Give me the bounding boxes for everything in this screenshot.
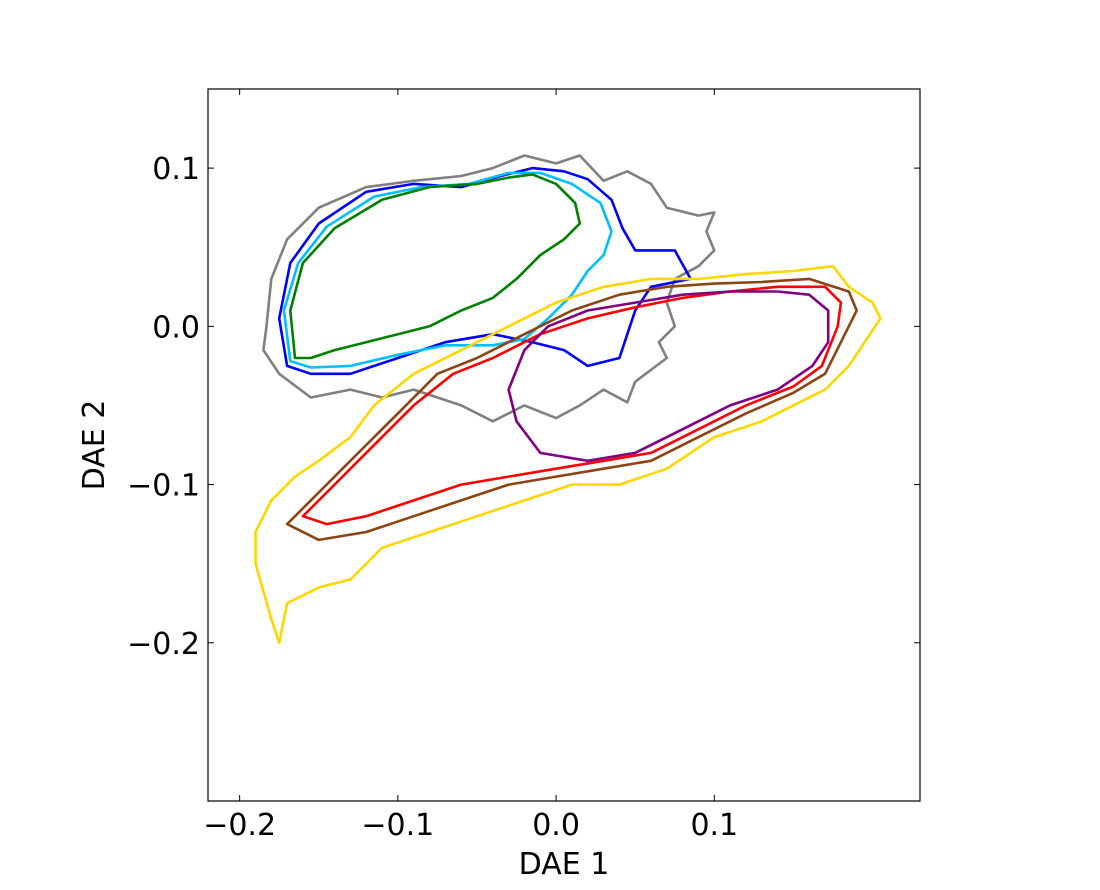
y-tick-label: −0.2 <box>127 627 200 662</box>
contour-series-layer <box>254 154 882 645</box>
contour-line <box>282 171 613 369</box>
contour-line <box>507 290 830 463</box>
contour-line <box>301 285 843 526</box>
tick-layer: −0.2 −0.1 0.0 0.1 0.1 0.0 −0.1 −0.2 <box>127 89 920 843</box>
x-tick-label: 0.1 <box>690 808 738 843</box>
contour-line <box>254 264 882 645</box>
y-tick-label: −0.1 <box>127 469 200 504</box>
y-tick-label: 0.1 <box>152 152 200 187</box>
plot-background <box>208 89 920 801</box>
y-tick-label: 0.0 <box>152 310 200 345</box>
contour-line <box>285 277 859 542</box>
x-axis-label: DAE 1 <box>519 847 610 882</box>
x-tick-label: −0.1 <box>361 808 434 843</box>
x-tick-label: −0.2 <box>203 808 276 843</box>
contour-line <box>277 166 692 376</box>
x-tick-label: 0.0 <box>532 808 580 843</box>
contour-line <box>288 173 582 360</box>
plot-frame <box>207 88 921 802</box>
y-axis-label: DAE 2 <box>77 400 112 491</box>
